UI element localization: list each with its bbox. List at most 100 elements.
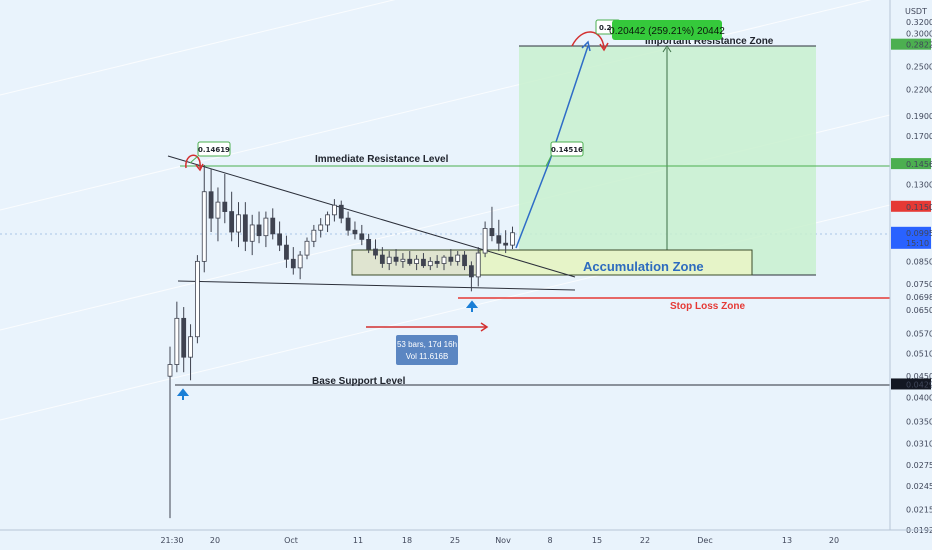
candle — [311, 224, 317, 248]
time-tick-label: 20 — [210, 536, 220, 545]
candle-body — [297, 254, 303, 269]
candle-body — [242, 214, 248, 242]
candle-body — [174, 317, 180, 365]
candle-body — [318, 224, 324, 231]
price-tag — [891, 378, 931, 390]
candle — [510, 226, 515, 250]
candle — [503, 230, 509, 254]
candle — [441, 255, 447, 271]
candle — [345, 211, 351, 236]
bars-range-box[interactable]: 53 bars, 17d 16h Vol 11.616B — [396, 335, 458, 365]
candle — [188, 324, 193, 381]
price-tick-label: 0.09956 — [906, 229, 932, 238]
callout-high[interactable]: 0.14619 — [189, 141, 231, 164]
accumulation-zone-label: Accumulation Zone — [583, 259, 704, 274]
candle-body — [427, 260, 433, 267]
candle-body — [167, 364, 173, 377]
candle — [263, 211, 269, 248]
base-support-label: Base Support Level — [312, 376, 406, 387]
candle-body — [489, 228, 495, 237]
candle-body — [407, 258, 413, 264]
time-tick-label: 22 — [640, 536, 650, 545]
candle — [249, 214, 255, 256]
blue-up-arrow-left — [176, 388, 190, 400]
price-tag — [891, 158, 931, 170]
candle — [201, 164, 207, 273]
candles-group — [167, 164, 515, 519]
candle-body — [462, 254, 467, 267]
projection-path[interactable] — [515, 45, 589, 249]
projection-arrow-head — [581, 40, 591, 52]
candle-body — [222, 201, 228, 212]
time-tick-label: 20 — [829, 536, 839, 545]
measure-arrow-head — [662, 45, 672, 53]
candle — [379, 247, 385, 268]
candle-body — [277, 233, 283, 246]
candle-body — [311, 229, 317, 242]
target-tooltip[interactable]: 0.20442 (259.21%) 20442 — [609, 20, 725, 40]
time-tick-label: 13 — [782, 536, 792, 545]
candle-body — [366, 238, 372, 250]
candle — [325, 211, 330, 233]
candle-body — [208, 191, 214, 219]
candle — [434, 255, 440, 268]
time-tick-label: 11 — [353, 536, 363, 545]
support-trendline[interactable] — [177, 280, 576, 291]
candle-body — [270, 217, 276, 235]
candle — [421, 253, 426, 268]
candle-body — [379, 254, 385, 264]
time-tick-label: 15 — [592, 536, 602, 545]
callout-high-text: 0.14619 — [198, 146, 230, 154]
candle — [208, 168, 214, 233]
candle — [496, 219, 502, 252]
candle-body — [249, 224, 255, 242]
price-tag — [891, 200, 931, 212]
candle — [229, 191, 235, 242]
candle — [290, 247, 296, 275]
candle-body — [400, 258, 406, 262]
time-tick-label: Dec — [697, 536, 712, 545]
candle — [462, 251, 467, 271]
candle — [482, 221, 488, 258]
candle-body — [393, 256, 399, 262]
candle-body — [421, 258, 426, 267]
bars-range-line2: Vol 11.616B — [406, 352, 449, 361]
candle-body — [503, 242, 509, 246]
candle — [242, 202, 248, 252]
candle — [489, 206, 495, 242]
candle-body — [510, 232, 515, 246]
candle — [270, 208, 276, 240]
candle-body — [496, 235, 502, 244]
candle-body — [188, 336, 193, 358]
red-arrow-head-high — [195, 163, 204, 172]
candle — [468, 261, 474, 292]
candle-body — [434, 260, 440, 264]
candle-body — [290, 258, 296, 269]
candle-body — [482, 228, 488, 254]
target-tooltip-text: 0.20442 (259.21%) 20442 — [609, 26, 725, 37]
candle — [215, 187, 221, 242]
red-arrow-head-target — [599, 42, 609, 52]
price-tag — [891, 38, 931, 50]
price-axis-background[interactable] — [890, 0, 932, 550]
descending-trendline[interactable] — [167, 155, 576, 278]
time-tick-label: 18 — [402, 536, 412, 545]
price-tag — [891, 226, 931, 249]
candle — [304, 237, 310, 260]
candle — [318, 218, 324, 238]
time-tick-label: Nov — [495, 536, 511, 545]
time-measure-arrow-head — [480, 322, 489, 332]
callout-mid[interactable]: 0.14516 — [545, 141, 584, 167]
callout-mid-text: 0.14516 — [551, 146, 583, 154]
candle-body — [194, 260, 200, 338]
candle — [222, 173, 228, 224]
